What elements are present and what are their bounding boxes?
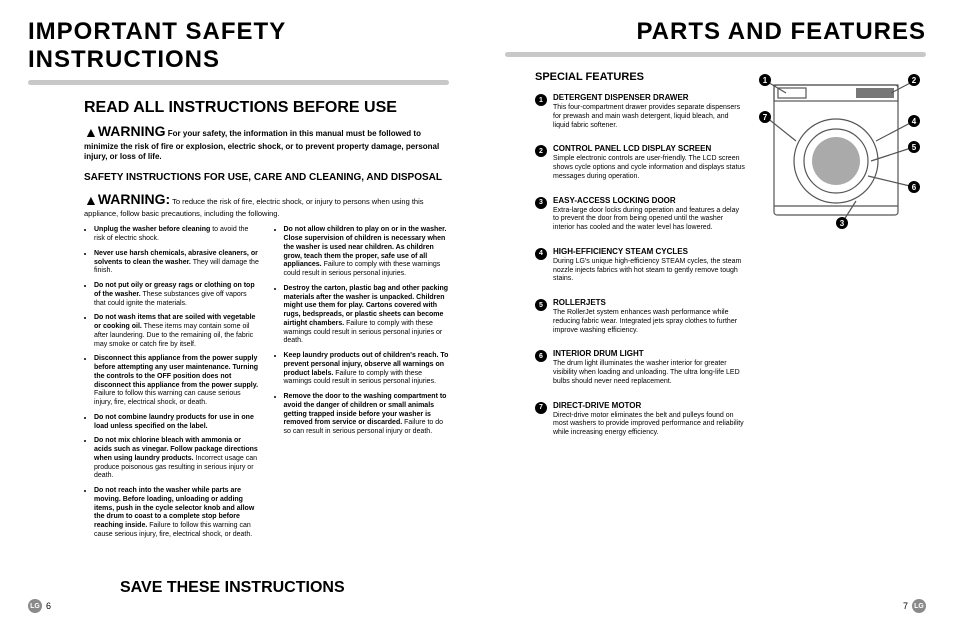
- callout-badge: 3: [836, 217, 848, 229]
- feature-title: CONTROL PANEL LCD DISPLAY SCREEN: [553, 144, 746, 153]
- feature-title: ROLLERJETS: [553, 298, 746, 307]
- feature-title: INTERIOR DRUM LIGHT: [553, 349, 746, 358]
- callout-badge: 5: [908, 141, 920, 153]
- feature-number-badge: 1: [535, 94, 547, 106]
- warning-block-1: ▲WARNING For your safety, the informatio…: [84, 123, 449, 162]
- lg-logo-icon: LG: [912, 599, 926, 613]
- bullet-item: Unplug the washer before cleaning to avo…: [94, 226, 260, 244]
- callout-badge: 4: [908, 115, 920, 127]
- feature-item: 2 CONTROL PANEL LCD DISPLAY SCREEN Simple …: [535, 144, 746, 181]
- left-page: IMPORTANT SAFETY INSTRUCTIONS READ ALL I…: [0, 0, 477, 625]
- feature-number-badge: 6: [535, 350, 547, 362]
- feature-desc: The drum light illuminates the washer in…: [553, 360, 746, 386]
- bullet-item: Destroy the carton, plastic bag and othe…: [284, 285, 450, 346]
- feature-item: 3 EASY-ACCESS LOCKING DOOR Extra-large doo…: [535, 196, 746, 233]
- warning-triangle-icon: ▲: [84, 192, 98, 210]
- bullet-columns: Unplug the washer before cleaning to avo…: [84, 226, 449, 545]
- callout-badge: 1: [759, 74, 771, 86]
- save-instructions: SAVE THESE INSTRUCTIONS: [120, 579, 345, 597]
- bullet-item: Do not allow children to play on or in t…: [284, 226, 450, 279]
- rule-bar: [28, 80, 449, 85]
- features-list: 1 DETERGENT DISPENSER DRAWER This four-com…: [535, 93, 746, 438]
- feature-item: 6 INTERIOR DRUM LIGHT The drum light illum…: [535, 349, 746, 386]
- feature-desc: Extra-large door locks during operation …: [553, 207, 746, 233]
- warning-triangle-icon: ▲: [84, 124, 98, 142]
- bullet-item: Do not put oily or greasy rags or clothi…: [94, 282, 260, 308]
- svg-text:6: 6: [912, 183, 917, 192]
- bullet-item: Do not wash items that are soiled with v…: [94, 314, 260, 349]
- safety-subhead: SAFETY INSTRUCTIONS FOR USE, CARE AND CL…: [84, 172, 449, 183]
- page-title-right: PARTS AND FEATURES: [505, 18, 926, 46]
- feature-number-badge: 3: [535, 197, 547, 209]
- callout-badge: 6: [908, 181, 920, 193]
- feature-number-badge: 2: [535, 145, 547, 157]
- page-number-right: 7 LG: [903, 599, 926, 613]
- right-page: PARTS AND FEATURES SPECIAL FEATURES 1 DET…: [477, 0, 954, 625]
- feature-desc: The RollerJet system enhances wash perfo…: [553, 309, 746, 335]
- feature-item: 5 ROLLERJETS The RollerJet system enhances…: [535, 298, 746, 335]
- bullet-item: Remove the door to the washing compartme…: [284, 393, 450, 437]
- bullet-item: Do not reach into the washer while parts…: [94, 487, 260, 540]
- rule-bar: [505, 52, 926, 57]
- feature-desc: This four-compartment drawer provides se…: [553, 104, 746, 130]
- page-number-left: LG 6: [28, 599, 51, 613]
- feature-title: EASY-ACCESS LOCKING DOOR: [553, 196, 746, 205]
- feature-desc: During LG's unique high-efficiency STEAM…: [553, 258, 746, 284]
- feature-item: 1 DETERGENT DISPENSER DRAWER This four-com…: [535, 93, 746, 130]
- bullet-item: Keep laundry products out of children's …: [284, 352, 450, 387]
- svg-text:2: 2: [912, 76, 917, 85]
- callout-badge: 7: [759, 111, 771, 123]
- feature-number-badge: 7: [535, 402, 547, 414]
- bullet-item: Do not mix chlorine bleach with ammonia …: [94, 437, 260, 481]
- svg-text:4: 4: [912, 117, 917, 126]
- special-features-heading: SPECIAL FEATURES: [535, 71, 746, 83]
- feature-item: 7 DIRECT-DRIVE MOTOR Direct-drive motor el…: [535, 401, 746, 438]
- bullet-item: Do not combine laundry products for use …: [94, 414, 260, 432]
- feature-item: 4 HIGH-EFFICIENCY STEAM CYCLES During LG's…: [535, 247, 746, 284]
- feature-number-badge: 4: [535, 248, 547, 260]
- washer-diagram: 1 2 3 4 5 6 7: [756, 71, 926, 231]
- feature-number-badge: 5: [535, 299, 547, 311]
- bullet-item: Disconnect this appliance from the power…: [94, 355, 260, 408]
- page-spread: IMPORTANT SAFETY INSTRUCTIONS READ ALL I…: [0, 0, 954, 625]
- bullet-list-col2: Do not allow children to play on or in t…: [274, 226, 450, 437]
- bullet-item: Never use harsh chemicals, abrasive clea…: [94, 250, 260, 276]
- feature-desc: Simple electronic controls are user-frie…: [553, 155, 746, 181]
- feature-title: HIGH-EFFICIENCY STEAM CYCLES: [553, 247, 746, 256]
- washer-svg: 1 2 3 4 5 6 7: [756, 71, 926, 231]
- svg-text:7: 7: [763, 113, 768, 122]
- lg-logo-icon: LG: [28, 599, 42, 613]
- main-heading: READ ALL INSTRUCTIONS BEFORE USE: [84, 99, 449, 117]
- svg-text:1: 1: [763, 76, 768, 85]
- warning-block-2: ▲WARNING: To reduce the risk of fire, el…: [84, 191, 449, 219]
- page-title-left: IMPORTANT SAFETY INSTRUCTIONS: [28, 18, 449, 74]
- feature-desc: Direct-drive motor eliminates the belt a…: [553, 412, 746, 438]
- feature-title: DETERGENT DISPENSER DRAWER: [553, 93, 746, 102]
- svg-text:3: 3: [840, 219, 845, 228]
- feature-title: DIRECT-DRIVE MOTOR: [553, 401, 746, 410]
- callout-badge: 2: [908, 74, 920, 86]
- svg-text:5: 5: [912, 143, 917, 152]
- bullet-list-col1: Unplug the washer before cleaning to avo…: [84, 226, 260, 539]
